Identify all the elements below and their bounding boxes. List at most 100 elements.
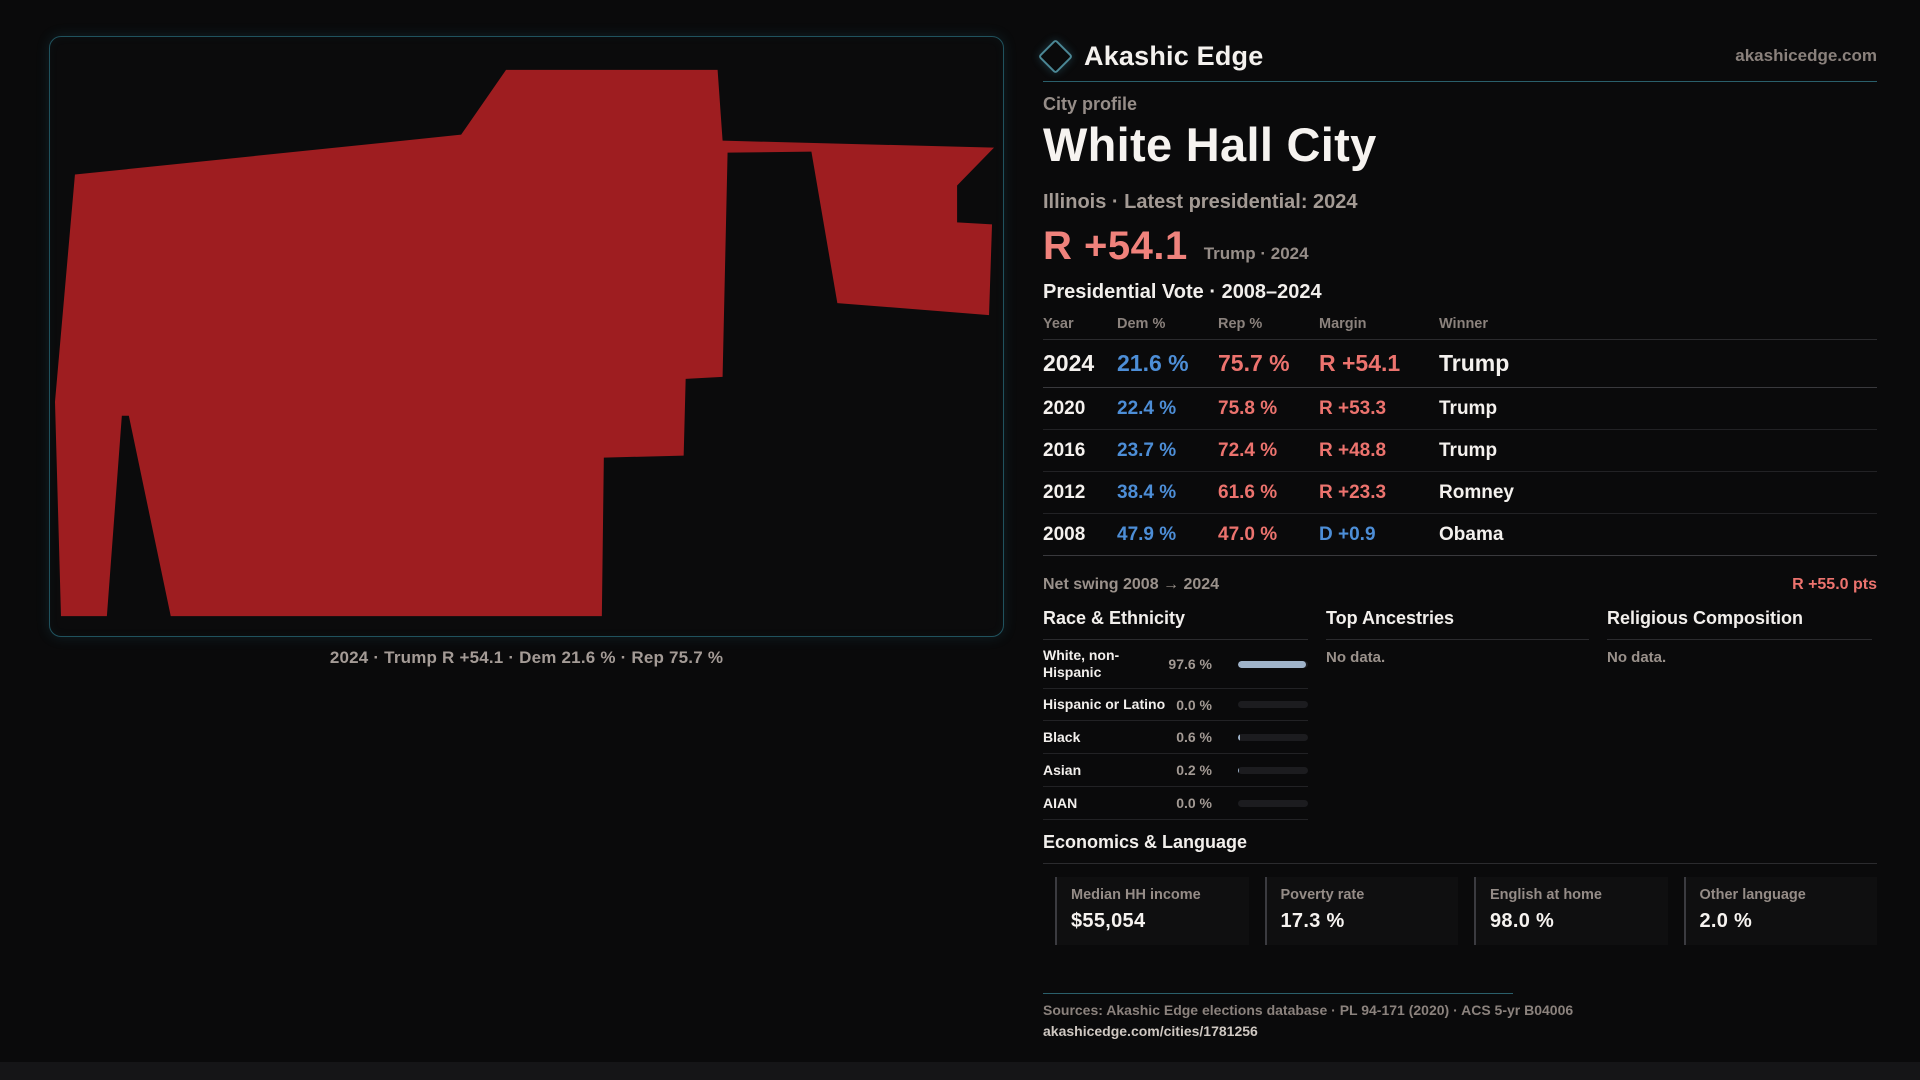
economics-title: Economics & Language [1043, 832, 1877, 864]
cell-dem: 38.4 % [1117, 481, 1177, 503]
cell-year: 2020 [1043, 397, 1086, 419]
bottom-strip [0, 1062, 1920, 1080]
stat-value: $55,054 [1071, 910, 1146, 932]
cell-year: 2024 [1043, 350, 1095, 376]
col-dem: Dem % [1117, 316, 1166, 332]
map-caption: 2024 · Trump R +54.1 · Dem 21.6 % · Rep … [329, 648, 724, 667]
col-winner: Winner [1439, 316, 1489, 332]
race-bar [1238, 701, 1308, 708]
race-row: Asian 0.2 % [1043, 754, 1308, 787]
stat-label: English at home [1490, 887, 1602, 903]
race-row: Black 0.6 % [1043, 721, 1308, 754]
race-row: White, non-Hispanic 97.6 % [1043, 640, 1308, 689]
economics-stats: Median HH income $55,054 Poverty rate 17.3 … [1055, 877, 1877, 945]
brand-header: Akashic Edge akashicedge.com [1037, 36, 1877, 76]
race-bar [1238, 766, 1308, 774]
race-value: 97.6 % [1168, 656, 1212, 672]
brand-name: Akashic Edge [1084, 40, 1264, 71]
vote-table-header: Year Dem % Rep % Margin Winner [1043, 316, 1877, 340]
cell-winner: Obama [1439, 523, 1504, 545]
header-divider [1043, 81, 1877, 82]
city-boundary-shape [54, 69, 995, 617]
race-ethnicity-column: Race & Ethnicity White, non-Hispanic 97.6… [1043, 608, 1308, 820]
race-label: White, non-Hispanic [1043, 647, 1120, 680]
vote-table: Year Dem % Rep % Margin Winner 2024 21.6 … [1043, 316, 1877, 556]
stat-value: 98.0 % [1490, 910, 1555, 932]
stat-label: Poverty rate [1280, 887, 1365, 903]
religious-composition-column: Religious Composition No data. [1607, 608, 1872, 820]
net-swing-row: Net swing 2008 → 2024 R +55.0 pts [1043, 576, 1877, 594]
brand-logo-group: Akashic Edge [1037, 38, 1264, 74]
race-label: Black [1043, 728, 1081, 745]
vote-table-row-2012: 2012 38.4 % 61.6 % R +23.3 Romney [1043, 472, 1877, 514]
top-ancestries-empty: No data. [1326, 649, 1386, 666]
race-label: Asian [1043, 761, 1082, 778]
cell-dem: 22.4 % [1117, 397, 1177, 419]
site-domain-link[interactable]: akashicedge.com [1735, 46, 1877, 65]
diamond-logo-icon [1037, 38, 1074, 74]
stat-value: 17.3 % [1280, 910, 1345, 932]
religious-composition-title: Religious Composition [1607, 608, 1872, 640]
top-ancestries-title: Top Ancestries [1326, 608, 1589, 640]
race-bar-fill [1238, 660, 1307, 668]
race-bar [1238, 799, 1308, 807]
race-value: 0.6 % [1176, 729, 1212, 745]
race-bar [1238, 660, 1308, 668]
cell-year: 2016 [1043, 439, 1086, 461]
stat-card: Other language 2.0 % [1683, 877, 1877, 945]
stat-value: 2.0 % [1699, 910, 1753, 932]
page-footer: Sources: Akashic Edge elections database… [1043, 993, 1877, 1039]
stat-label: Median HH income [1071, 887, 1201, 903]
demographics-section: Race & Ethnicity White, non-Hispanic 97.6… [1043, 608, 1877, 820]
col-margin: Margin [1319, 316, 1367, 332]
headline-margin-context: Trump · 2024 [1203, 244, 1309, 263]
cell-margin: D +0.9 [1319, 523, 1376, 545]
page-title: White Hall City [1043, 118, 1377, 171]
race-label: Hispanic or Latino [1043, 696, 1166, 712]
cell-margin: R +23.3 [1319, 481, 1387, 503]
page-kicker: City profile [1043, 94, 1138, 114]
vote-table-row-2024: 2024 21.6 % 75.7 % R +54.1 Trump [1043, 340, 1877, 388]
vote-table-title: Presidential Vote · 2008–2024 [1043, 281, 1322, 303]
stat-card: English at home 98.0 % [1474, 877, 1668, 945]
vote-table-row-2020: 2020 22.4 % 75.8 % R +53.3 Trump [1043, 388, 1877, 430]
stat-card: Poverty rate 17.3 % [1264, 877, 1458, 945]
cell-margin: R +48.8 [1319, 439, 1387, 461]
race-value: 0.0 % [1176, 795, 1212, 811]
stat-card: Median HH income $55,054 [1055, 877, 1249, 945]
cell-winner: Trump [1439, 439, 1498, 461]
headline-margin-value: R +54.1 [1043, 224, 1188, 268]
cell-rep: 47.0 % [1218, 523, 1278, 545]
race-bar-fill [1238, 733, 1240, 741]
cell-margin: R +53.3 [1319, 397, 1387, 419]
city-profile-panel: Akashic Edge akashicedge.com City profil… [1037, 0, 1877, 1039]
race-label: AIAN [1043, 794, 1078, 811]
cell-rep: 75.8 % [1218, 397, 1278, 419]
city-page-link[interactable]: akashicedge.com/cities/1781256 [1043, 1023, 1258, 1039]
cell-winner: Romney [1439, 481, 1514, 503]
cell-dem: 23.7 % [1117, 439, 1177, 461]
race-ethnicity-title: Race & Ethnicity [1043, 608, 1308, 640]
race-value: 0.2 % [1176, 762, 1212, 778]
race-row: Hispanic or Latino 0.0 % [1043, 689, 1308, 721]
footer-divider [1043, 993, 1513, 994]
religious-composition-empty: No data. [1607, 649, 1667, 666]
cell-year: 2008 [1043, 523, 1086, 545]
cell-winner: Trump [1439, 350, 1510, 376]
page-subtitle: Illinois · Latest presidential: 2024 [1043, 191, 1358, 213]
race-bar [1238, 733, 1308, 741]
race-value: 0.0 % [1176, 696, 1212, 713]
top-ancestries-column: Top Ancestries No data. [1326, 608, 1589, 820]
cell-year: 2012 [1043, 481, 1086, 503]
cell-margin: R +54.1 [1319, 350, 1401, 376]
net-swing-label: Net swing 2008 → 2024 [1043, 576, 1220, 593]
vote-table-row-2016: 2016 23.7 % 72.4 % R +48.8 Trump [1043, 430, 1877, 472]
stat-label: Other language [1699, 887, 1806, 903]
cell-rep: 75.7 % [1218, 350, 1290, 376]
col-year: Year [1043, 316, 1074, 332]
cell-rep: 61.6 % [1218, 481, 1278, 503]
cell-winner: Trump [1439, 397, 1498, 419]
cell-dem: 21.6 % [1117, 350, 1189, 376]
net-swing-value: R +55.0 pts [1792, 576, 1877, 593]
vote-table-row-2008: 2008 47.9 % 47.0 % D +0.9 Obama [1043, 514, 1877, 556]
